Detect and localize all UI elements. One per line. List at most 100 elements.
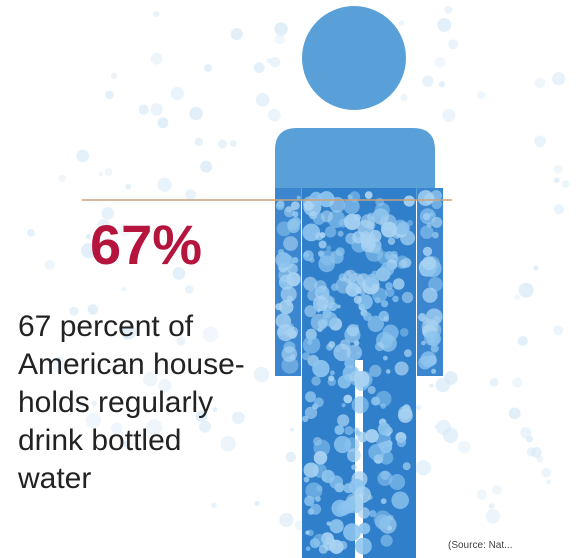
- background-bubble: [81, 243, 97, 259]
- water-bubble: [318, 544, 328, 554]
- water-bubble: [283, 236, 298, 251]
- background-bubble: [534, 135, 546, 148]
- background-bubble: [533, 265, 539, 271]
- water-bubble: [320, 210, 333, 223]
- background-bubble: [204, 64, 212, 73]
- water-bubble: [403, 195, 415, 207]
- water-bubble: [292, 257, 299, 264]
- background-bubble: [255, 92, 270, 107]
- background-bubble: [253, 366, 270, 383]
- water-bubble: [422, 287, 438, 303]
- background-bubble: [184, 285, 194, 294]
- water-bubble: [383, 316, 390, 322]
- water-bubble: [371, 396, 381, 406]
- water-bubble: [309, 191, 323, 205]
- water-bubble: [303, 476, 310, 483]
- background-bubble: [279, 512, 294, 528]
- background-bubble: [51, 356, 67, 373]
- water-bubble: [322, 290, 329, 297]
- background-bubble: [76, 149, 90, 163]
- water-bubble: [385, 369, 391, 374]
- water-bubble: [328, 341, 336, 348]
- background-bubble: [489, 503, 495, 509]
- water-bubble: [343, 483, 354, 494]
- water-bubble: [276, 221, 292, 237]
- water-bubble: [304, 406, 318, 419]
- water-bubble: [381, 300, 389, 308]
- background-bubble: [285, 451, 296, 463]
- background-bubble: [442, 108, 456, 122]
- background-bubble: [69, 306, 79, 316]
- water-bubble: [389, 474, 406, 490]
- water-bubble: [418, 355, 432, 370]
- water-bubble: [367, 315, 384, 332]
- water-bubble: [392, 278, 405, 290]
- water-bubble: [380, 441, 393, 454]
- water-bubble: [422, 213, 431, 221]
- water-bubble: [431, 216, 443, 228]
- background-bubble: [230, 27, 243, 41]
- water-bubble: [281, 346, 298, 362]
- background-bubble: [143, 372, 158, 387]
- water-bubble: [377, 470, 393, 486]
- background-bubble: [141, 434, 147, 440]
- water-bubble: [422, 246, 433, 257]
- water-bubble: [346, 344, 363, 361]
- background-bubble: [266, 57, 273, 64]
- background-bubble: [492, 485, 502, 495]
- background-bubble: [422, 75, 434, 87]
- background-bubble: [181, 248, 192, 259]
- water-bubble: [344, 213, 361, 230]
- water-bubble: [352, 231, 365, 244]
- water-bubble: [305, 482, 323, 500]
- background-bubble: [270, 57, 281, 68]
- water-bubble: [375, 341, 385, 352]
- water-bubble: [374, 297, 381, 304]
- background-bubble: [553, 325, 564, 336]
- stat-caption: 67 percent of American house- holds regu…: [18, 308, 308, 498]
- water-bubble: [329, 196, 346, 213]
- water-bubble: [334, 425, 345, 435]
- background-bubble: [415, 404, 422, 411]
- background-bubble: [444, 371, 458, 385]
- water-bubble: [303, 276, 318, 291]
- water-bubble: [341, 403, 346, 408]
- background-bubble: [172, 267, 186, 280]
- water-bubble: [329, 519, 344, 534]
- source-note: (Source: Nat...: [448, 540, 513, 551]
- water-bubble: [355, 430, 361, 436]
- water-bubble: [335, 346, 341, 353]
- background-bubble: [195, 410, 208, 422]
- background-bubble: [121, 325, 137, 340]
- water-bubble: [381, 221, 397, 238]
- background-bubble: [541, 467, 551, 478]
- background-bubble: [458, 440, 471, 454]
- water-bubble: [426, 331, 441, 347]
- water-bubble: [351, 464, 357, 470]
- water-bubble: [311, 376, 321, 386]
- water-bubble: [358, 522, 371, 535]
- background-bubble: [536, 455, 543, 463]
- background-bubble: [534, 77, 546, 89]
- caption-line: water: [18, 462, 92, 495]
- water-bubble: [387, 237, 396, 245]
- background-bubble: [202, 326, 219, 343]
- water-bubble: [296, 195, 301, 200]
- water-bubble: [402, 462, 411, 471]
- background-bubble: [561, 180, 570, 188]
- figure-head: [302, 6, 406, 110]
- background-bubble: [217, 139, 227, 149]
- water-bubble: [280, 286, 297, 303]
- background-bubble: [44, 259, 55, 270]
- water-bubble: [421, 340, 426, 346]
- background-bubble: [398, 20, 405, 26]
- water-bubble: [346, 448, 361, 463]
- water-bubble: [371, 270, 379, 278]
- water-bubble: [343, 394, 353, 404]
- background-bubble: [434, 57, 446, 68]
- water-bubble: [349, 370, 364, 386]
- water-bubble: [303, 200, 314, 211]
- background-bubble: [111, 422, 123, 435]
- background-bubble: [98, 171, 104, 177]
- water-bubble: [278, 268, 292, 282]
